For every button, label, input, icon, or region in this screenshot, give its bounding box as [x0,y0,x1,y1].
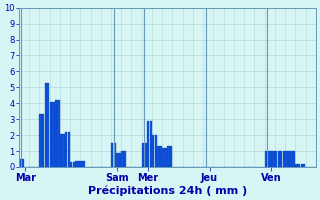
Bar [62,134,65,167]
X-axis label: Précipitations 24h ( mm ): Précipitations 24h ( mm ) [88,185,247,196]
Bar [144,143,147,167]
Bar [124,151,126,167]
Bar [21,159,24,167]
Bar [155,135,157,167]
Bar [111,143,113,167]
Bar [142,143,144,167]
Bar [285,151,288,167]
Bar [116,153,118,167]
Bar [162,148,165,167]
Bar [267,151,270,167]
Bar [119,153,121,167]
Bar [147,121,149,167]
Bar [265,151,267,167]
Bar [73,162,75,167]
Bar [167,146,170,167]
Bar [270,151,272,167]
Bar [298,164,300,167]
Bar [275,151,277,167]
Bar [60,134,62,167]
Bar [121,151,124,167]
Bar [57,100,60,167]
Bar [44,83,47,167]
Bar [288,151,290,167]
Bar [152,135,155,167]
Bar [55,100,57,167]
Bar [149,121,152,167]
Bar [303,164,306,167]
Bar [50,102,52,167]
Bar [19,159,21,167]
Bar [114,143,116,167]
Bar [165,148,167,167]
Bar [293,151,295,167]
Bar [283,151,285,167]
Bar [42,114,44,167]
Bar [300,164,303,167]
Bar [80,161,83,167]
Bar [295,164,298,167]
Bar [290,151,293,167]
Bar [52,102,54,167]
Bar [68,132,70,167]
Bar [83,161,85,167]
Bar [280,151,283,167]
Bar [39,114,42,167]
Bar [65,132,67,167]
Bar [70,162,72,167]
Bar [170,146,172,167]
Bar [47,83,49,167]
Bar [78,161,80,167]
Bar [157,146,160,167]
Bar [272,151,275,167]
Bar [160,146,162,167]
Bar [277,151,280,167]
Bar [75,161,77,167]
